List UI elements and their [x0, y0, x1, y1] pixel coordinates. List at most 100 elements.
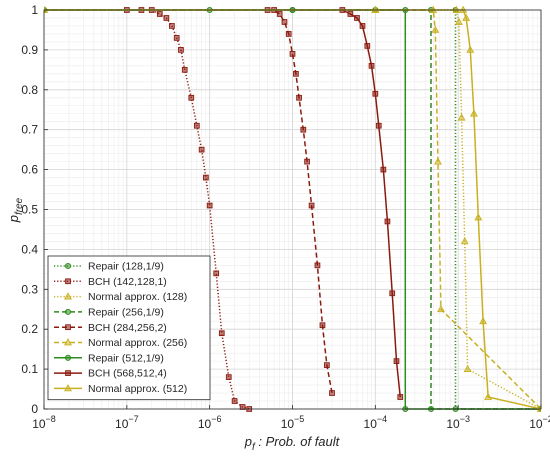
y-tick-label: 0.7 [21, 123, 38, 137]
data-point [163, 15, 170, 21]
x-tick-exponent: −8 [46, 414, 56, 424]
series-line [126, 9, 250, 410]
data-point [371, 6, 380, 13]
y-axis-label-subscript: free [14, 197, 25, 215]
legend-marker [64, 354, 72, 361]
legend-marker [64, 308, 72, 315]
x-tick-base: 10 [281, 417, 295, 431]
data-point [359, 23, 366, 29]
data-point [231, 398, 238, 404]
data-point [218, 330, 225, 337]
legend-marker [64, 262, 72, 270]
data-point [329, 390, 335, 396]
x-tick-base: 10 [198, 417, 212, 431]
data-point [285, 31, 292, 37]
data-point [213, 270, 220, 277]
data-point [169, 23, 175, 29]
data-point [225, 374, 232, 380]
legend-item: BCH (568,512,4) [54, 368, 167, 380]
y-tick-label: 0.5 [21, 203, 38, 217]
legend-label: Normal approx. (128) [88, 291, 187, 303]
y-axis-label: pfree [6, 197, 25, 223]
y-tick-label: 0.9 [21, 43, 38, 57]
y-tick-label: 0 [31, 402, 38, 416]
data-point [469, 109, 478, 117]
legend-marker [65, 370, 71, 376]
x-tick-exponent: −6 [211, 414, 221, 424]
y-tick-label: 0.2 [21, 322, 38, 336]
x-tick-exponent: −4 [377, 414, 387, 424]
data-point [314, 262, 321, 269]
legend-marker [64, 338, 72, 346]
data-point [206, 202, 213, 209]
data-point [347, 11, 354, 17]
data-point [393, 358, 400, 364]
legend-item: BCH (284,256,2) [54, 322, 167, 334]
y-tick-label: 1 [31, 3, 38, 17]
data-point [380, 166, 387, 173]
legend-item: BCH (142,128,1) [54, 276, 167, 288]
data-point [193, 122, 200, 129]
x-tick-exponent: −5 [294, 414, 304, 424]
data-point [300, 126, 307, 133]
data-point [389, 290, 396, 297]
x-axis-label-text: Prob. of fault [266, 434, 341, 449]
y-axis-label-symbol: p [6, 215, 21, 223]
data-point [537, 404, 541, 412]
data-point [181, 66, 188, 73]
data-point [239, 404, 246, 410]
legend-item: Repair (512,1/9) [54, 352, 164, 364]
legend-marker [64, 292, 72, 300]
x-axis-label-symbol: p [244, 434, 252, 449]
data-point [324, 362, 330, 368]
axis-ticks: 10−810−710−610−510−410−310−200.10.20.30.… [21, 3, 550, 431]
legend-item: Normal approx. (128) [54, 291, 187, 303]
x-tick-exponent: −7 [128, 414, 138, 424]
legend-label: BCH (568,512,4) [88, 368, 167, 380]
data-point [289, 51, 296, 57]
legend-label: BCH (284,256,2) [88, 322, 167, 334]
legend-label: Repair (512,1/9) [88, 352, 164, 364]
legend-item: Normal approx. (512) [54, 383, 187, 395]
x-tick-label: 10−2 [529, 414, 550, 431]
x-tick-base: 10 [529, 417, 543, 431]
data-point [454, 17, 463, 25]
legend-label: Repair (256,1/9) [88, 307, 164, 319]
data-point [293, 70, 299, 77]
y-tick-label: 0.3 [21, 282, 38, 296]
y-tick-label: 0.8 [21, 83, 38, 97]
x-tick-base: 10 [446, 417, 460, 431]
x-tick-exponent: −3 [460, 414, 470, 424]
series-8 [339, 7, 404, 400]
data-point [296, 94, 302, 101]
legend-item: Normal approx. (256) [54, 337, 187, 349]
legend-label: Normal approx. (256) [88, 337, 187, 349]
data-point [463, 364, 472, 372]
data-point [319, 322, 326, 329]
data-point [479, 316, 488, 325]
data-point [372, 90, 379, 97]
y-tick-label: 0.6 [21, 163, 38, 177]
legend-marker [65, 278, 71, 285]
x-tick-base: 10 [364, 417, 378, 431]
x-tick-label: 10−5 [281, 414, 305, 431]
legend: Repair (128,1/9) BCH (142,128,1) Normal ap… [47, 255, 211, 401]
data-point [203, 174, 209, 181]
data-point [44, 6, 48, 13]
legend-label: BCH (142,128,1) [88, 276, 167, 288]
x-tick-base: 10 [32, 417, 46, 431]
data-point [474, 213, 483, 221]
data-point [198, 146, 205, 153]
y-tick-label: 0.1 [21, 362, 38, 376]
x-axis-label: pf : Prob. of fault [244, 434, 341, 453]
data-point [437, 304, 445, 313]
data-point [364, 43, 371, 49]
data-point [457, 113, 466, 121]
x-tick-label: 10−8 [32, 414, 56, 431]
data-point [466, 45, 475, 53]
data-point [397, 394, 404, 400]
data-point [276, 11, 283, 17]
data-point [384, 218, 391, 225]
x-tick-label: 10−4 [364, 414, 388, 431]
